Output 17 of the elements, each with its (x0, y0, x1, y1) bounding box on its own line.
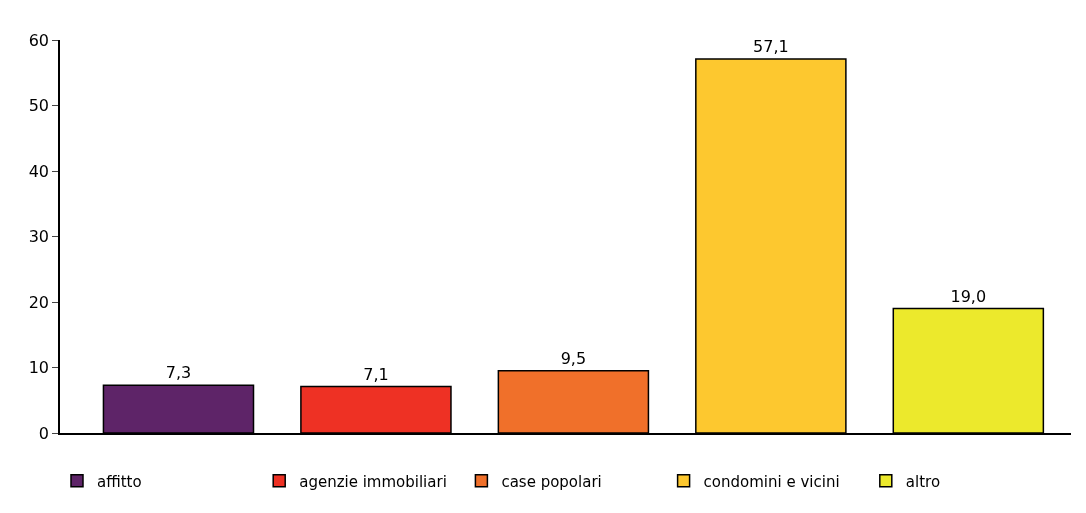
y-tick-label: 20 (28, 292, 50, 312)
data-label: 19,0 (950, 286, 987, 306)
y-tick-label: 10 (28, 358, 50, 378)
y-tick-label: 50 (28, 96, 50, 116)
legend-label: case popolari (501, 472, 602, 491)
legend-label: affitto (97, 472, 142, 491)
legend-label: altro (905, 472, 941, 491)
legend-label: condomini e vicini (703, 472, 840, 491)
data-label: 57,1 (753, 37, 789, 56)
legend-label: agenzie immobiliari (299, 472, 447, 491)
y-tick-label: 0 (38, 423, 50, 443)
y-tick-label: 60 (28, 30, 50, 50)
data-label: 9,5 (560, 348, 587, 368)
data-label: 7,1 (363, 364, 389, 384)
y-tick-label: 40 (28, 161, 50, 181)
data-label: 7,3 (165, 363, 192, 383)
y-tick-label: 30 (28, 227, 50, 247)
